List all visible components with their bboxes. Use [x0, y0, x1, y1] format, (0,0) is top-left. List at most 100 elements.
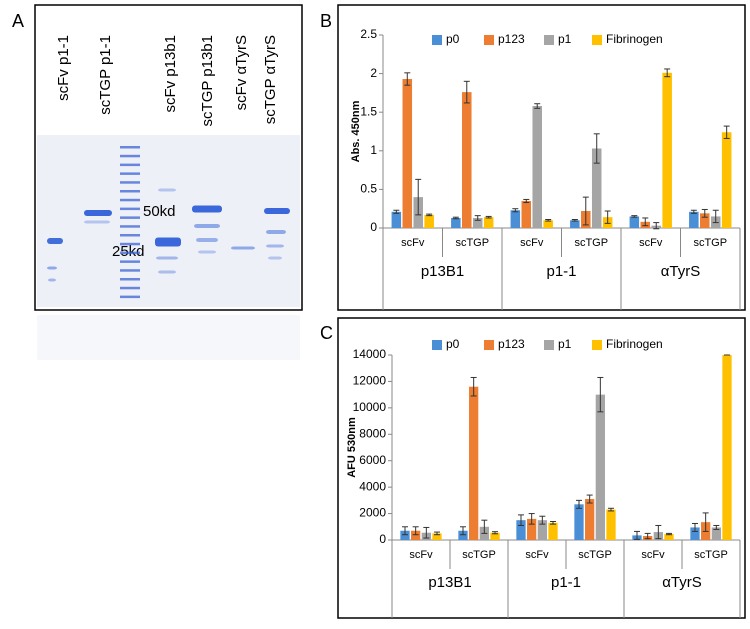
- bar: [458, 530, 468, 540]
- y-tick-label: 1.5: [360, 104, 377, 118]
- error-bar: [666, 532, 673, 536]
- error-bar: [713, 524, 720, 530]
- gel-band: [155, 237, 181, 247]
- error-bar: [642, 217, 649, 227]
- lane-label: scTGP αTyrS: [262, 35, 279, 124]
- gel-band: [158, 188, 176, 192]
- legend-swatch: [592, 35, 602, 45]
- x-tick-label: scFv: [520, 237, 544, 249]
- group-label: p1-1: [551, 574, 581, 591]
- x-tick-label: scTGP: [578, 549, 612, 561]
- ladder-band: [120, 286, 140, 290]
- error-bar: [545, 219, 552, 222]
- gel-band: [264, 208, 290, 214]
- gel-band: [268, 256, 282, 260]
- bar: [629, 216, 640, 228]
- y-tick-label: 0: [379, 532, 386, 546]
- bar: [411, 530, 421, 540]
- group-label: p13B1: [421, 263, 464, 280]
- gel-band: [196, 238, 218, 242]
- error-bar: [633, 530, 640, 540]
- error-bar: [415, 178, 422, 216]
- x-tick-label: scFv: [409, 549, 433, 561]
- bar: [537, 520, 547, 540]
- gel-band: [158, 270, 176, 274]
- error-bar: [463, 80, 470, 104]
- gel-band: [48, 278, 56, 282]
- y-tick-label: 14000: [353, 347, 387, 361]
- error-bar: [653, 222, 660, 230]
- bar: [510, 210, 521, 228]
- error-bar: [452, 216, 459, 220]
- x-tick-label: scTGP: [574, 237, 608, 249]
- lane-label: scTGP p13b1: [199, 35, 216, 126]
- panel-frame: [337, 4, 746, 311]
- legend-swatch: [432, 340, 442, 350]
- bar: [424, 214, 434, 228]
- bar: [722, 355, 732, 540]
- ladder-band: [120, 154, 140, 158]
- error-bar: [608, 507, 615, 512]
- panel-frame: [337, 317, 746, 619]
- x-tick-label: scTGP: [693, 237, 727, 249]
- gel-band: [198, 250, 216, 254]
- error-bar: [631, 215, 638, 218]
- error-bar: [401, 526, 408, 536]
- error-bar: [691, 522, 698, 532]
- bar: [721, 132, 732, 228]
- bar: [462, 92, 472, 229]
- bar: [516, 520, 526, 540]
- y-tick-label: 6000: [359, 453, 386, 467]
- bar: [451, 217, 461, 228]
- ladder-band: [120, 172, 140, 175]
- bar: [472, 217, 483, 228]
- y-tick-label: 2000: [359, 506, 386, 520]
- y-tick-label: 10000: [353, 400, 387, 414]
- ladder-band: [120, 278, 140, 281]
- ladder-band: [120, 269, 140, 272]
- gel-band: [192, 205, 222, 213]
- gel-band: [231, 246, 255, 250]
- bar: [711, 527, 721, 540]
- error-bar: [528, 513, 535, 525]
- bar: [689, 211, 699, 228]
- panel-label: A: [12, 11, 24, 31]
- bar: [574, 504, 584, 540]
- error-bar: [664, 68, 671, 78]
- ladder-band: [120, 146, 140, 149]
- bar: [432, 533, 442, 540]
- gel-bands: [47, 146, 290, 299]
- error-bar: [575, 499, 582, 509]
- bar: [527, 518, 537, 540]
- legend-label: p1: [558, 32, 572, 46]
- lane-label: scFv p1-1: [55, 35, 72, 101]
- error-bar: [474, 215, 481, 221]
- ladder-band: [120, 198, 140, 202]
- error-bar: [517, 514, 524, 526]
- error-bar: [470, 376, 477, 397]
- error-bar: [485, 215, 492, 219]
- gel-band: [84, 210, 112, 216]
- ladder-band: [120, 234, 140, 237]
- marker-label: 25kd: [112, 243, 145, 260]
- bar: [690, 527, 700, 540]
- legend-label: Fibrinogen: [606, 32, 663, 46]
- error-bar: [655, 524, 662, 540]
- y-tick-label: 8000: [359, 426, 386, 440]
- bar: [400, 530, 410, 540]
- error-bar: [550, 521, 557, 525]
- x-tick-label: scFv: [401, 237, 425, 249]
- y-tick-label: 2: [370, 66, 377, 80]
- bar: [469, 386, 479, 540]
- lane-label: scFv p13b1: [162, 35, 179, 113]
- bar: [585, 499, 595, 540]
- legend-swatch: [484, 35, 494, 45]
- legend-swatch: [544, 35, 554, 45]
- bar: [595, 394, 605, 540]
- x-tick-label: scFv: [525, 549, 549, 561]
- x-tick-label: scFv: [641, 549, 665, 561]
- gel-image: [37, 135, 300, 307]
- y-tick-label: 4000: [359, 479, 386, 493]
- gel-band: [194, 224, 220, 228]
